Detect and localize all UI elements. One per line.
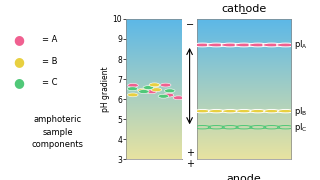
Text: −: − (186, 20, 194, 30)
Text: ●: ● (14, 33, 25, 46)
Text: pI$_\mathsf{C}$: pI$_\mathsf{C}$ (294, 121, 308, 134)
Circle shape (236, 109, 252, 113)
Circle shape (221, 43, 239, 47)
Circle shape (158, 94, 169, 98)
Circle shape (128, 84, 138, 87)
Text: +: + (186, 148, 194, 158)
Circle shape (163, 93, 174, 97)
Circle shape (164, 89, 175, 93)
Text: ●: ● (14, 76, 25, 89)
Circle shape (222, 109, 238, 113)
Circle shape (263, 43, 281, 47)
Circle shape (127, 87, 138, 91)
Circle shape (250, 109, 266, 113)
Text: = B: = B (42, 57, 57, 66)
Circle shape (194, 43, 212, 47)
Text: pI$_\mathsf{B}$: pI$_\mathsf{B}$ (294, 105, 308, 118)
Circle shape (146, 90, 156, 94)
Text: +: + (186, 159, 194, 169)
Circle shape (127, 93, 138, 97)
Text: −: − (240, 9, 248, 19)
Circle shape (207, 43, 225, 47)
Circle shape (151, 88, 162, 92)
Circle shape (149, 83, 160, 87)
Text: cathode: cathode (221, 3, 267, 13)
Circle shape (149, 84, 160, 87)
Circle shape (160, 83, 171, 87)
Text: anode: anode (227, 174, 261, 180)
Text: = A: = A (42, 35, 57, 44)
Circle shape (173, 96, 184, 100)
Circle shape (143, 86, 154, 89)
Circle shape (139, 90, 149, 93)
Circle shape (277, 109, 293, 113)
Text: = C: = C (42, 78, 57, 87)
Circle shape (208, 109, 224, 113)
Circle shape (249, 43, 267, 47)
Circle shape (137, 89, 148, 92)
Text: amphoteric
sample
components: amphoteric sample components (32, 115, 84, 149)
Circle shape (195, 109, 211, 113)
Y-axis label: pH gradient: pH gradient (101, 66, 110, 112)
Circle shape (276, 43, 294, 47)
Circle shape (235, 43, 253, 47)
Text: pI$_\mathsf{A}$: pI$_\mathsf{A}$ (294, 39, 308, 51)
Text: ●: ● (14, 55, 25, 68)
Circle shape (264, 109, 280, 113)
